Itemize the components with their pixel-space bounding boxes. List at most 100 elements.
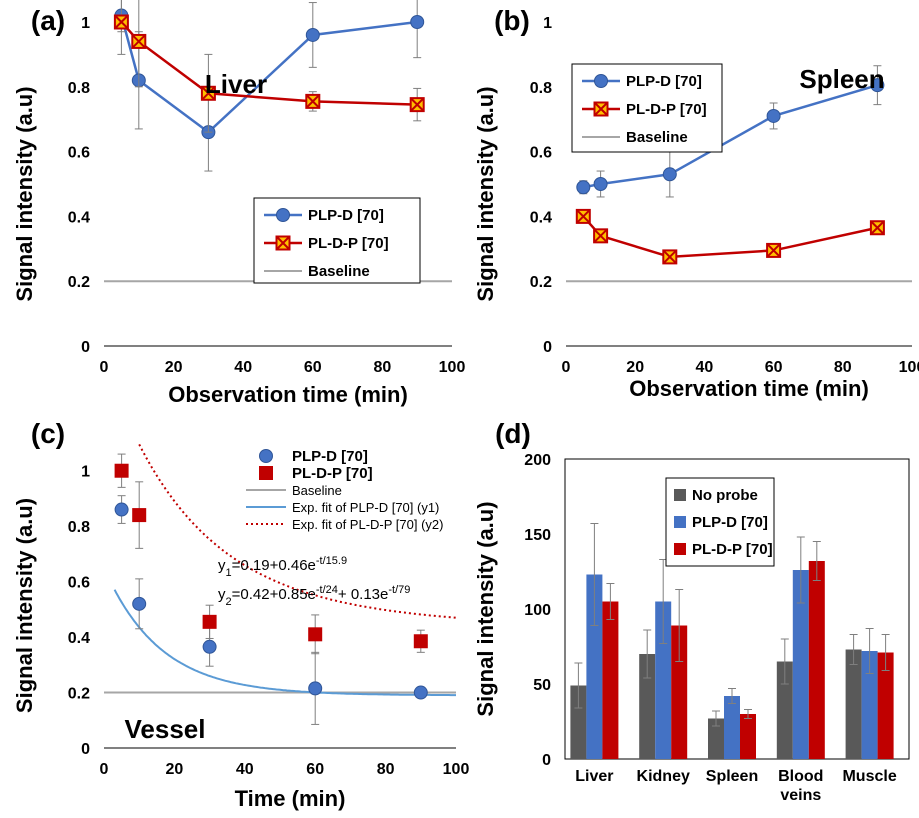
data-point bbox=[576, 180, 591, 195]
organ-label: Spleen bbox=[799, 64, 884, 94]
y-tick-label: 0.6 bbox=[68, 575, 90, 592]
legend-swatch bbox=[674, 543, 686, 555]
y-tick-label: 0 bbox=[542, 752, 551, 769]
data-point bbox=[593, 228, 609, 244]
legend-entry: No probe bbox=[692, 487, 758, 504]
x-tick-label: 100 bbox=[439, 359, 466, 376]
marker-cross bbox=[870, 221, 885, 235]
marker-cross bbox=[410, 97, 424, 112]
panel-2: (c)Signal intensity (a.u)00.20.40.60.810… bbox=[12, 418, 470, 811]
fit-curve bbox=[138, 443, 457, 619]
eq-body: =0.42+0.85e bbox=[232, 586, 316, 603]
y-tick-label: 100 bbox=[524, 602, 551, 619]
data-point bbox=[305, 27, 320, 42]
legend-entry: PL-D-P [70] bbox=[692, 541, 773, 558]
x-tick-label: 80 bbox=[834, 359, 852, 376]
bar bbox=[570, 685, 587, 759]
data-point bbox=[259, 449, 273, 463]
equation-y1: y1=0.19+0.46e-t/15.9 bbox=[218, 555, 347, 579]
legend-entry: Exp. fit of PL-D-P [70] (y2) bbox=[292, 517, 443, 532]
data-point bbox=[409, 97, 425, 113]
x-tick-label: 100 bbox=[899, 359, 919, 376]
x-category-label: Liver bbox=[575, 768, 613, 785]
series-line bbox=[120, 21, 418, 106]
y-tick-label: 0 bbox=[81, 741, 90, 758]
data-point bbox=[766, 242, 782, 258]
panel-label: (d) bbox=[495, 418, 531, 449]
data-point bbox=[593, 177, 608, 191]
y-tick-label: 200 bbox=[524, 452, 551, 469]
x-tick-label: 40 bbox=[234, 359, 252, 376]
bar bbox=[845, 649, 862, 759]
organ-label: Vessel bbox=[125, 714, 206, 744]
x-tick-label: 80 bbox=[377, 761, 395, 778]
series-line bbox=[582, 215, 878, 259]
x-tick-label: 60 bbox=[306, 761, 324, 778]
data-point bbox=[575, 208, 591, 224]
y-tick-label: 0.8 bbox=[530, 80, 552, 97]
fit-curve bbox=[113, 589, 456, 697]
data-point bbox=[305, 93, 321, 109]
panel-label: (a) bbox=[31, 5, 65, 36]
data-point bbox=[114, 463, 129, 478]
x-axis-label: Observation time (min) bbox=[168, 382, 408, 407]
data-point bbox=[200, 85, 216, 101]
organ-label: Liver bbox=[205, 69, 267, 99]
eq-sub: 1 bbox=[226, 567, 232, 579]
legend-entry: PLP-D [70] bbox=[626, 73, 702, 90]
legend-entry: Baseline bbox=[308, 263, 370, 280]
marker-cross bbox=[766, 243, 781, 258]
x-tick-label: 80 bbox=[374, 359, 392, 376]
data-point bbox=[275, 235, 291, 251]
y-axis-label: Signal intensity (a.u) bbox=[473, 86, 498, 301]
bar bbox=[808, 561, 825, 759]
data-point bbox=[662, 167, 677, 182]
legend: PLP-D [70] PL-D-P [70] Baseline bbox=[253, 197, 421, 284]
bar bbox=[861, 651, 878, 759]
marker-cross bbox=[276, 236, 290, 250]
eq-lhs: y bbox=[218, 557, 226, 574]
y-tick-label: 0.4 bbox=[530, 209, 552, 226]
y-axis-label: Signal intensity (a.u) bbox=[12, 498, 37, 713]
data-point bbox=[308, 627, 323, 642]
legend: No probe PLP-D [70] PL-D-P [70] bbox=[665, 477, 775, 567]
data-point bbox=[413, 685, 428, 700]
data-point bbox=[308, 681, 323, 696]
data-point bbox=[202, 639, 217, 654]
panel-label: (b) bbox=[494, 5, 530, 36]
data-point bbox=[259, 466, 273, 480]
data-point bbox=[113, 14, 129, 30]
x-tick-label: 0 bbox=[562, 359, 571, 376]
x-tick-label: 0 bbox=[100, 761, 109, 778]
data-point bbox=[413, 634, 428, 649]
legend-entry: PLP-D [70] bbox=[692, 514, 768, 531]
legend: PLP-D [70] PL-D-P [70] Baseline bbox=[571, 63, 723, 153]
y-tick-label: 0.8 bbox=[68, 80, 90, 97]
x-tick-label: 100 bbox=[443, 761, 470, 778]
data-point bbox=[132, 596, 147, 611]
marker-cross bbox=[663, 250, 677, 264]
y-tick-label: 0.6 bbox=[68, 145, 90, 162]
marker-cross bbox=[306, 94, 320, 109]
data-point bbox=[131, 33, 147, 49]
x-category-label: Muscle bbox=[842, 768, 896, 785]
panel-3: (d) Signal intensity (a.u) 0 50 100 150 200 Liv… bbox=[473, 418, 910, 804]
bar bbox=[671, 625, 688, 759]
x-tick-label: 0 bbox=[100, 359, 109, 376]
legend-entry: PLP-D [70] bbox=[308, 207, 384, 224]
eq-sub: 2 bbox=[226, 596, 232, 608]
x-axis-label: Time (min) bbox=[235, 786, 346, 811]
y-tick-label: 0.2 bbox=[68, 274, 90, 291]
y-tick-label: 0.4 bbox=[68, 630, 90, 647]
series-line bbox=[120, 15, 418, 134]
equation-y2: y2=0.42+0.85e-t/24+ 0.13e-t/79 bbox=[218, 584, 410, 608]
y-axis-label: Signal intensity (a.u) bbox=[12, 86, 37, 301]
y-tick-label: 0.6 bbox=[530, 145, 552, 162]
y-axis-label: Signal intensity (a.u) bbox=[473, 501, 498, 716]
bar bbox=[877, 652, 894, 759]
y-tick-label: 0.8 bbox=[68, 519, 90, 536]
panel-1: (b)Signal intensity (a.u)00.20.40.60.810… bbox=[473, 5, 919, 401]
marker-cross bbox=[201, 86, 216, 100]
eq-sup: -t/79 bbox=[388, 584, 410, 596]
panel-label: (c) bbox=[31, 418, 65, 449]
